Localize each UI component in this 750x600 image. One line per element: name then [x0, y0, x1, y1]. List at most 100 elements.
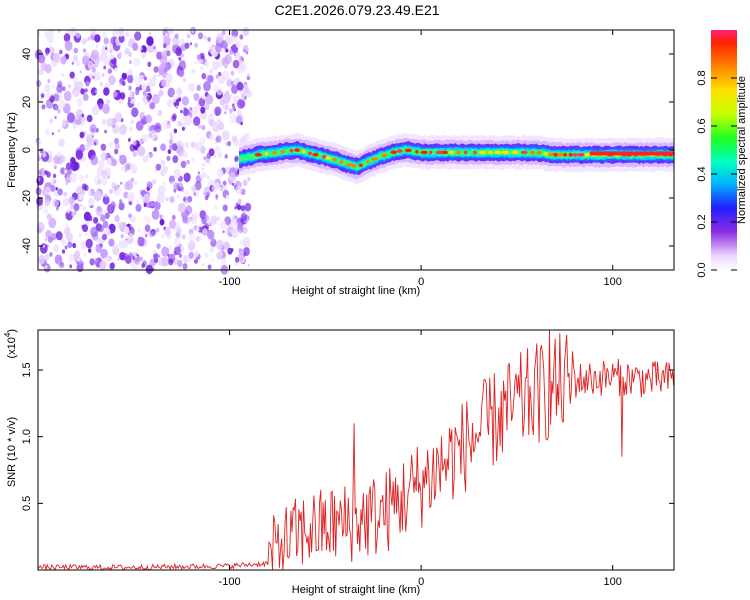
snr-x-ticks: -100 0 100	[219, 330, 622, 588]
noise-blob	[128, 252, 133, 258]
noise-blob	[102, 51, 108, 60]
noise-blob	[194, 42, 199, 48]
noise-blob	[88, 72, 94, 79]
noise-blob	[158, 89, 164, 97]
noise-blob	[140, 52, 147, 59]
noise-blob	[235, 185, 242, 195]
noise-blob	[45, 91, 52, 99]
noise-blob	[158, 73, 161, 77]
noise-blob	[54, 104, 59, 111]
noise-blob	[172, 94, 176, 98]
colorbar-ticks: 0.0 0.2 0.4 0.6 0.8	[696, 70, 737, 278]
noise-blob	[97, 179, 101, 184]
noise-blob	[91, 104, 100, 116]
noise-blob	[243, 247, 250, 257]
noise-blob	[220, 47, 225, 54]
y-tick-label: -40	[21, 238, 33, 254]
noise-blob	[44, 170, 48, 175]
x-tick-label: -100	[219, 276, 241, 288]
noise-blob	[168, 219, 176, 229]
noise-blob	[234, 206, 237, 210]
ridge-hotspot	[511, 150, 519, 155]
noise-blob	[137, 145, 146, 157]
noise-blob	[49, 95, 55, 103]
noise-blob	[79, 70, 83, 74]
noise-blob	[178, 56, 182, 61]
noise-blob	[230, 70, 235, 76]
spectrogram-y-label: Frequency (Hz)	[6, 112, 18, 188]
noise-blob	[155, 163, 161, 171]
noise-blob	[223, 63, 228, 69]
noise-blob	[73, 90, 78, 97]
noise-blob	[201, 167, 205, 171]
noise-blob	[100, 248, 108, 259]
noise-blob	[204, 252, 209, 258]
noise-blob	[156, 243, 161, 250]
noise-blob	[206, 175, 210, 180]
ridge-hotspot	[272, 151, 277, 155]
noise-blob	[153, 66, 159, 73]
ridge-hotspot	[321, 155, 327, 159]
noise-blob	[180, 53, 184, 58]
noise-blob	[44, 254, 50, 261]
noise-blob	[208, 119, 214, 127]
noise-blob	[72, 121, 76, 126]
noise-blob	[91, 66, 96, 73]
noise-blob	[227, 141, 232, 147]
noise-blob	[184, 42, 190, 49]
y-tick-label: 1.5	[21, 362, 33, 377]
noise-blob	[62, 197, 70, 207]
noise-blob	[114, 214, 120, 223]
noise-blob	[114, 67, 118, 72]
noise-blob	[216, 251, 223, 260]
noise-blob	[48, 44, 52, 48]
noise-blob	[127, 191, 135, 202]
noise-blob	[215, 74, 219, 79]
noise-blob	[244, 132, 250, 141]
noise-blob	[57, 188, 63, 196]
noise-blob	[100, 152, 108, 161]
x-tick-label: 0	[418, 276, 424, 288]
noise-blob	[148, 31, 152, 35]
noise-blob	[181, 126, 185, 131]
noise-blob	[93, 190, 102, 202]
snr-x-label: Height of straight line (km)	[292, 584, 420, 596]
noise-blob	[53, 179, 57, 184]
ridge-hotspot	[556, 153, 564, 157]
noise-blob	[64, 245, 68, 250]
noise-blob	[181, 96, 189, 106]
noise-blob	[137, 102, 140, 106]
noise-blob	[103, 87, 110, 96]
noise-blob	[155, 227, 160, 233]
noise-blob	[236, 162, 240, 166]
noise-blob	[222, 70, 230, 80]
noise-blob	[51, 132, 55, 136]
noise-blob	[86, 114, 93, 123]
noise-blob	[38, 68, 44, 76]
noise-blob	[182, 77, 186, 82]
noise-blob	[149, 77, 157, 87]
y-tick-label: 40	[21, 48, 33, 60]
noise-blob	[137, 228, 141, 233]
noise-blob	[53, 165, 57, 170]
noise-blob	[191, 68, 196, 74]
noise-blob	[44, 199, 50, 207]
noise-blob	[63, 90, 72, 102]
noise-blob	[191, 157, 195, 162]
noise-blob	[154, 122, 162, 133]
noise-blob	[44, 84, 51, 93]
noise-blob	[47, 79, 51, 83]
noise-blob	[91, 49, 99, 60]
noise-blob	[112, 185, 121, 196]
noise-blob	[161, 256, 169, 267]
noise-blob	[182, 215, 189, 224]
ridge-hotspot	[429, 150, 433, 155]
noise-blob	[204, 195, 209, 201]
noise-blob	[139, 141, 142, 145]
ridge-hotspot	[473, 150, 477, 155]
noise-blob	[163, 35, 171, 46]
noise-blob	[121, 72, 128, 80]
noise-blob	[211, 184, 218, 193]
noise-blob	[128, 60, 132, 64]
noise-blob	[80, 203, 83, 207]
